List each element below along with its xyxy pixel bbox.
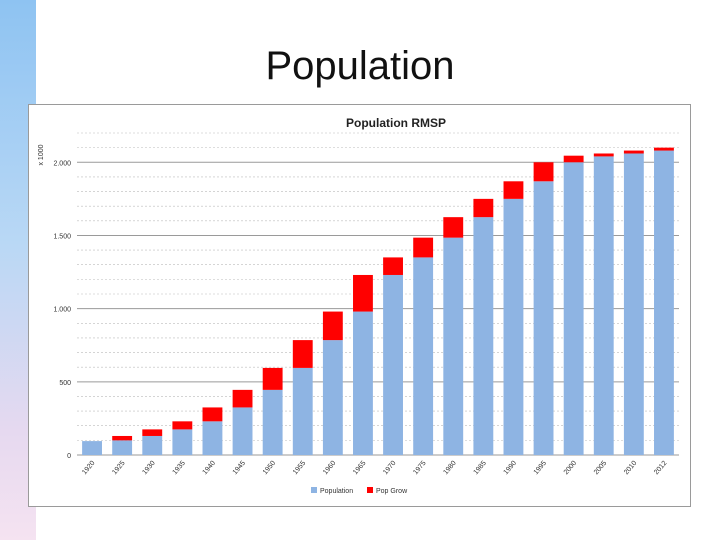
- bar-growth-2012: [654, 147, 674, 151]
- legend-label-population: Population: [320, 488, 353, 495]
- bar-population-1965: [353, 311, 373, 455]
- bar-growth-1930: [142, 429, 163, 436]
- bar-population-1955: [292, 367, 313, 455]
- bar-population-1925: [112, 440, 133, 455]
- bar-population-1970: [383, 274, 403, 455]
- x-tick-label: 1970: [382, 460, 397, 477]
- x-tick-label: 2000: [563, 460, 578, 477]
- bar-growth-2005: [593, 153, 614, 157]
- bar-population-2010: [623, 153, 644, 455]
- chart-title: Population RMSP: [346, 116, 446, 130]
- x-tick-label: 1975: [412, 460, 427, 477]
- bar-population-1980: [443, 237, 464, 455]
- x-tick-label: 1940: [202, 460, 217, 477]
- bar-population-1995: [533, 181, 554, 456]
- y-axis-label: x 1000: [38, 144, 45, 165]
- chart-frame: Population RMSP x 1000 0 500 1.000 1.500 2.000…: [28, 104, 691, 507]
- legend-swatch-population: [311, 487, 317, 493]
- x-tick-label: 1930: [141, 460, 156, 477]
- y-tick-label: 1.500: [53, 233, 71, 240]
- slide-title: Population: [265, 44, 455, 88]
- bar-growth-2000: [563, 155, 584, 163]
- population-chart: Population RMSP x 1000 0 500 1.000 1.500 2.000…: [38, 116, 679, 495]
- x-tick-label: 1960: [322, 460, 337, 477]
- x-tick-label: 1925: [111, 460, 126, 477]
- x-tick-label: 1955: [292, 460, 307, 477]
- bar-population-2005: [593, 156, 614, 455]
- bar-population-1945: [232, 407, 253, 455]
- bar-growth-1940: [202, 407, 223, 422]
- bar-population-1950: [262, 389, 283, 455]
- bar-population-1920: [82, 441, 102, 455]
- bar-growth-1965: [353, 274, 373, 312]
- x-tick-label: 1920: [81, 460, 96, 477]
- legend-swatch-growth: [367, 487, 373, 493]
- bar-population-2012: [654, 150, 674, 455]
- bar-population-1935: [172, 429, 193, 455]
- y-tick-label: 2.000: [53, 160, 71, 167]
- bar-growth-2010: [623, 150, 644, 154]
- x-tick-label: 1935: [172, 460, 187, 477]
- bar-growth-1955: [292, 340, 313, 368]
- y-tick-label: 0: [67, 453, 71, 460]
- bar-growth-1995: [533, 162, 554, 182]
- bar-growth-1970: [383, 257, 403, 275]
- y-tick-label: 500: [59, 380, 71, 387]
- bar-growth-1960: [322, 311, 343, 341]
- bar-growth-1975: [413, 237, 434, 258]
- bar-population-1975: [413, 257, 434, 455]
- bar-growth-1945: [232, 389, 253, 408]
- bar-population-1960: [322, 340, 343, 455]
- x-tick-label: 2012: [653, 460, 668, 477]
- bar-population-1990: [503, 198, 524, 455]
- x-tick-label: 1950: [262, 460, 277, 477]
- bar-population-1985: [473, 217, 494, 455]
- bar-growth-1925: [112, 435, 133, 441]
- bar-population-1930: [142, 435, 163, 455]
- bar-population-1940: [202, 421, 223, 455]
- bar-growth-1990: [503, 181, 524, 199]
- y-tick-label: 1.000: [53, 307, 71, 314]
- bar-growth-1980: [443, 217, 464, 238]
- legend-label-growth: Pop Grow: [376, 488, 408, 495]
- x-tick-label: 1980: [442, 460, 457, 477]
- bar-growth-1985: [473, 198, 494, 218]
- x-tick-label: 1945: [232, 460, 247, 477]
- bar-growth-1950: [262, 367, 283, 390]
- x-tick-label: 1995: [533, 460, 548, 477]
- bar-growth-1935: [172, 421, 193, 430]
- x-tick-label: 2005: [593, 460, 608, 477]
- x-tick-label: 1965: [352, 460, 367, 477]
- x-tick-label: 2010: [623, 460, 638, 477]
- x-tick-label: 1985: [473, 460, 488, 477]
- x-tick-label: 1990: [503, 460, 518, 477]
- bar-population-2000: [563, 162, 584, 455]
